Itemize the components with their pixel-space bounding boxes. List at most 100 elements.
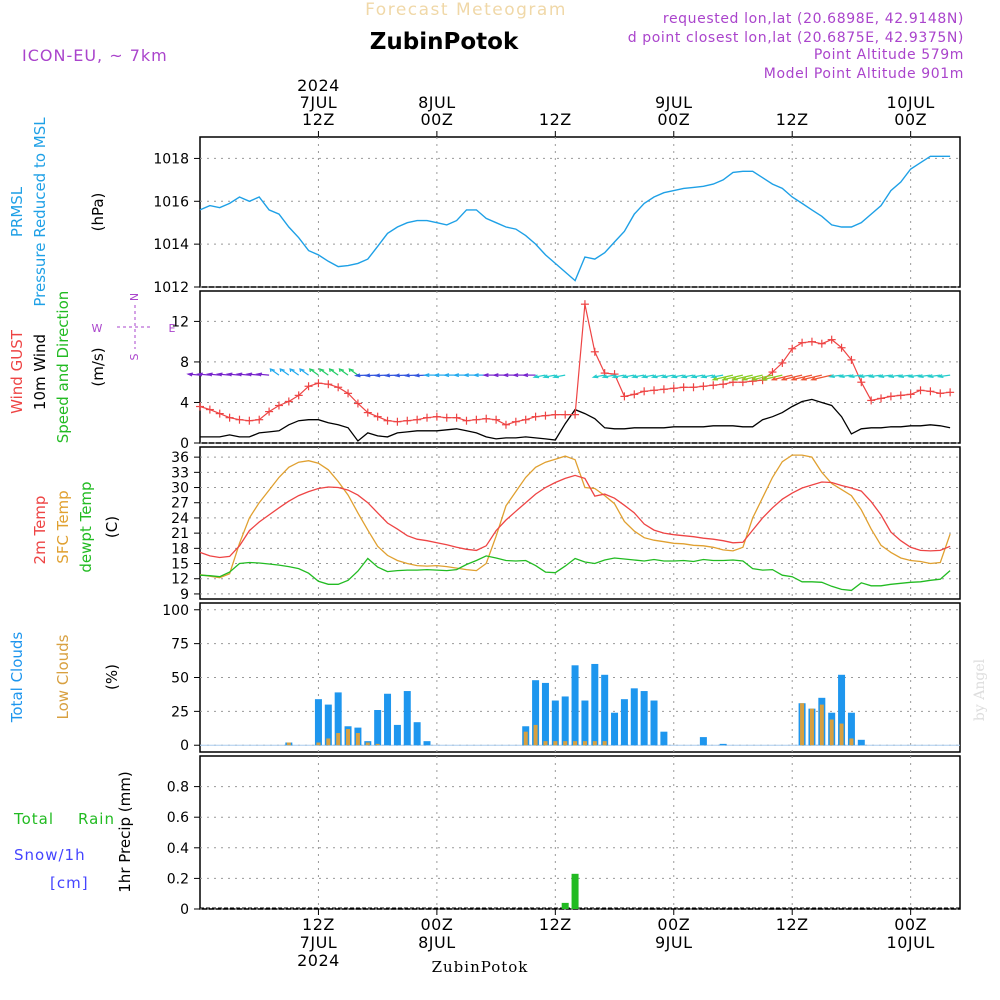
arrow-head	[373, 373, 381, 378]
gust-marker	[877, 394, 886, 403]
arrow-head	[897, 374, 905, 378]
gust-marker	[817, 339, 826, 348]
wind-direction-arrow	[196, 372, 210, 377]
gust-marker	[669, 384, 678, 393]
wind-direction-arrow	[660, 374, 674, 379]
arrow-head	[552, 374, 559, 379]
arrow-head	[353, 373, 361, 378]
y-tick-label: 0.6	[167, 810, 189, 826]
gust-marker	[699, 382, 708, 391]
arrow-head	[328, 368, 335, 373]
gust-marker	[393, 417, 402, 426]
arrow-head	[196, 372, 203, 377]
temp-dewpt-label: dewpt Temp	[77, 481, 95, 572]
arrow-head	[452, 373, 460, 378]
low-clouds-bar	[336, 733, 341, 746]
gust-marker	[245, 416, 254, 425]
arrow-head	[867, 374, 875, 378]
wind-gust-label: Wind GUST	[8, 329, 26, 414]
total-clouds-bar	[719, 743, 727, 746]
chart-layer: 1012101410161018048129121518212427303336…	[8, 76, 961, 970]
compass-w: W	[92, 322, 103, 335]
arrow-head	[206, 372, 213, 377]
point-altitude: Point Altitude 579m	[814, 47, 964, 63]
requested-coords: requested lon,lat (20.6898E, 42.9148N)	[663, 11, 964, 27]
arrow-head	[887, 374, 895, 378]
total-clouds-bar	[650, 700, 658, 746]
arrow-head	[318, 368, 325, 373]
wind-direction-arrow	[690, 374, 704, 379]
wind-direction-arrow	[225, 372, 240, 377]
low-clouds-bar	[355, 733, 360, 746]
arrow-head	[926, 374, 934, 378]
time-label-top: 12Z	[302, 110, 335, 129]
total-clouds-bar	[403, 691, 411, 746]
wind-direction-arrow	[318, 368, 329, 376]
total-clouds-bar	[561, 696, 569, 746]
time-label-bottom: 12Z	[302, 915, 335, 934]
wind-direction-arrow	[621, 374, 635, 379]
time-label-top: 00Z	[894, 110, 927, 129]
y-tick-label: 25	[171, 704, 189, 720]
wind-direction-arrow	[245, 372, 260, 377]
arrow-head	[790, 376, 798, 381]
wind-direction-arrow	[926, 374, 941, 378]
wind-direction-arrow	[601, 374, 615, 379]
y-tick-label: 33	[171, 465, 189, 481]
y-tick-label: 12	[171, 572, 189, 588]
low-clouds-bar	[809, 708, 814, 746]
wind-direction-arrow	[215, 372, 230, 377]
gust-marker	[719, 380, 728, 389]
gust-marker	[225, 413, 234, 422]
arrow-shaft	[732, 374, 753, 381]
time-label-top: 8JUL	[418, 93, 456, 112]
wind-direction-arrow	[907, 374, 921, 378]
wind-direction-arrow	[877, 374, 891, 378]
wind-direction-arrow	[289, 368, 300, 376]
y-tick-label: 1014	[153, 237, 189, 253]
wind-direction-arrow	[269, 368, 280, 376]
total-clouds-bar	[838, 674, 846, 746]
wind-direction-arrow	[731, 374, 753, 381]
gust-marker	[521, 415, 530, 424]
low-clouds-bar	[533, 724, 538, 746]
wind-direction-arrow	[670, 374, 684, 379]
arrow-head	[641, 374, 648, 379]
low-clouds-bar	[592, 741, 597, 746]
arrow-head	[800, 376, 807, 381]
panel-frame	[199, 136, 961, 288]
wind-direction-arrow	[750, 374, 773, 381]
low-clouds-bar	[326, 738, 331, 746]
y-tick-label: 100	[162, 603, 189, 619]
low-clouds-bar	[829, 719, 834, 746]
total-clouds-bar	[847, 712, 855, 746]
arrow-head	[601, 374, 609, 379]
y-tick-label: 0	[180, 738, 189, 754]
time-label-bottom: 12Z	[776, 915, 809, 934]
gust-marker	[679, 383, 688, 392]
pressure-label-msl: Pressure Reduced to MSL	[31, 117, 49, 307]
arrow-shaft	[752, 374, 773, 381]
low-clouds-bar	[563, 741, 568, 746]
temp-dewpt-line	[199, 555, 951, 592]
total-clouds-bar	[413, 722, 421, 746]
y-tick-label: 9	[180, 587, 189, 603]
wind-direction-arrow	[641, 374, 655, 379]
wind-direction-arrow	[591, 374, 605, 379]
time-label-bottom: 00Z	[420, 915, 453, 934]
arrow-head	[393, 373, 401, 378]
gust-marker	[748, 377, 757, 386]
total-clouds-bar	[699, 737, 707, 746]
pressure-label-prmsl: PRMSL	[8, 186, 26, 237]
total-clouds-bar	[630, 688, 638, 746]
total-clouds-bar	[640, 691, 648, 746]
arrow-head	[611, 374, 619, 379]
arrow-head	[338, 368, 345, 373]
time-label-bottom: 10JUL	[887, 933, 935, 952]
panel-pressure: 1012 1014 1016 1018	[153, 136, 961, 296]
total-clouds-bar	[532, 680, 540, 746]
arrow-head	[279, 368, 285, 373]
arrow-head	[269, 368, 276, 373]
